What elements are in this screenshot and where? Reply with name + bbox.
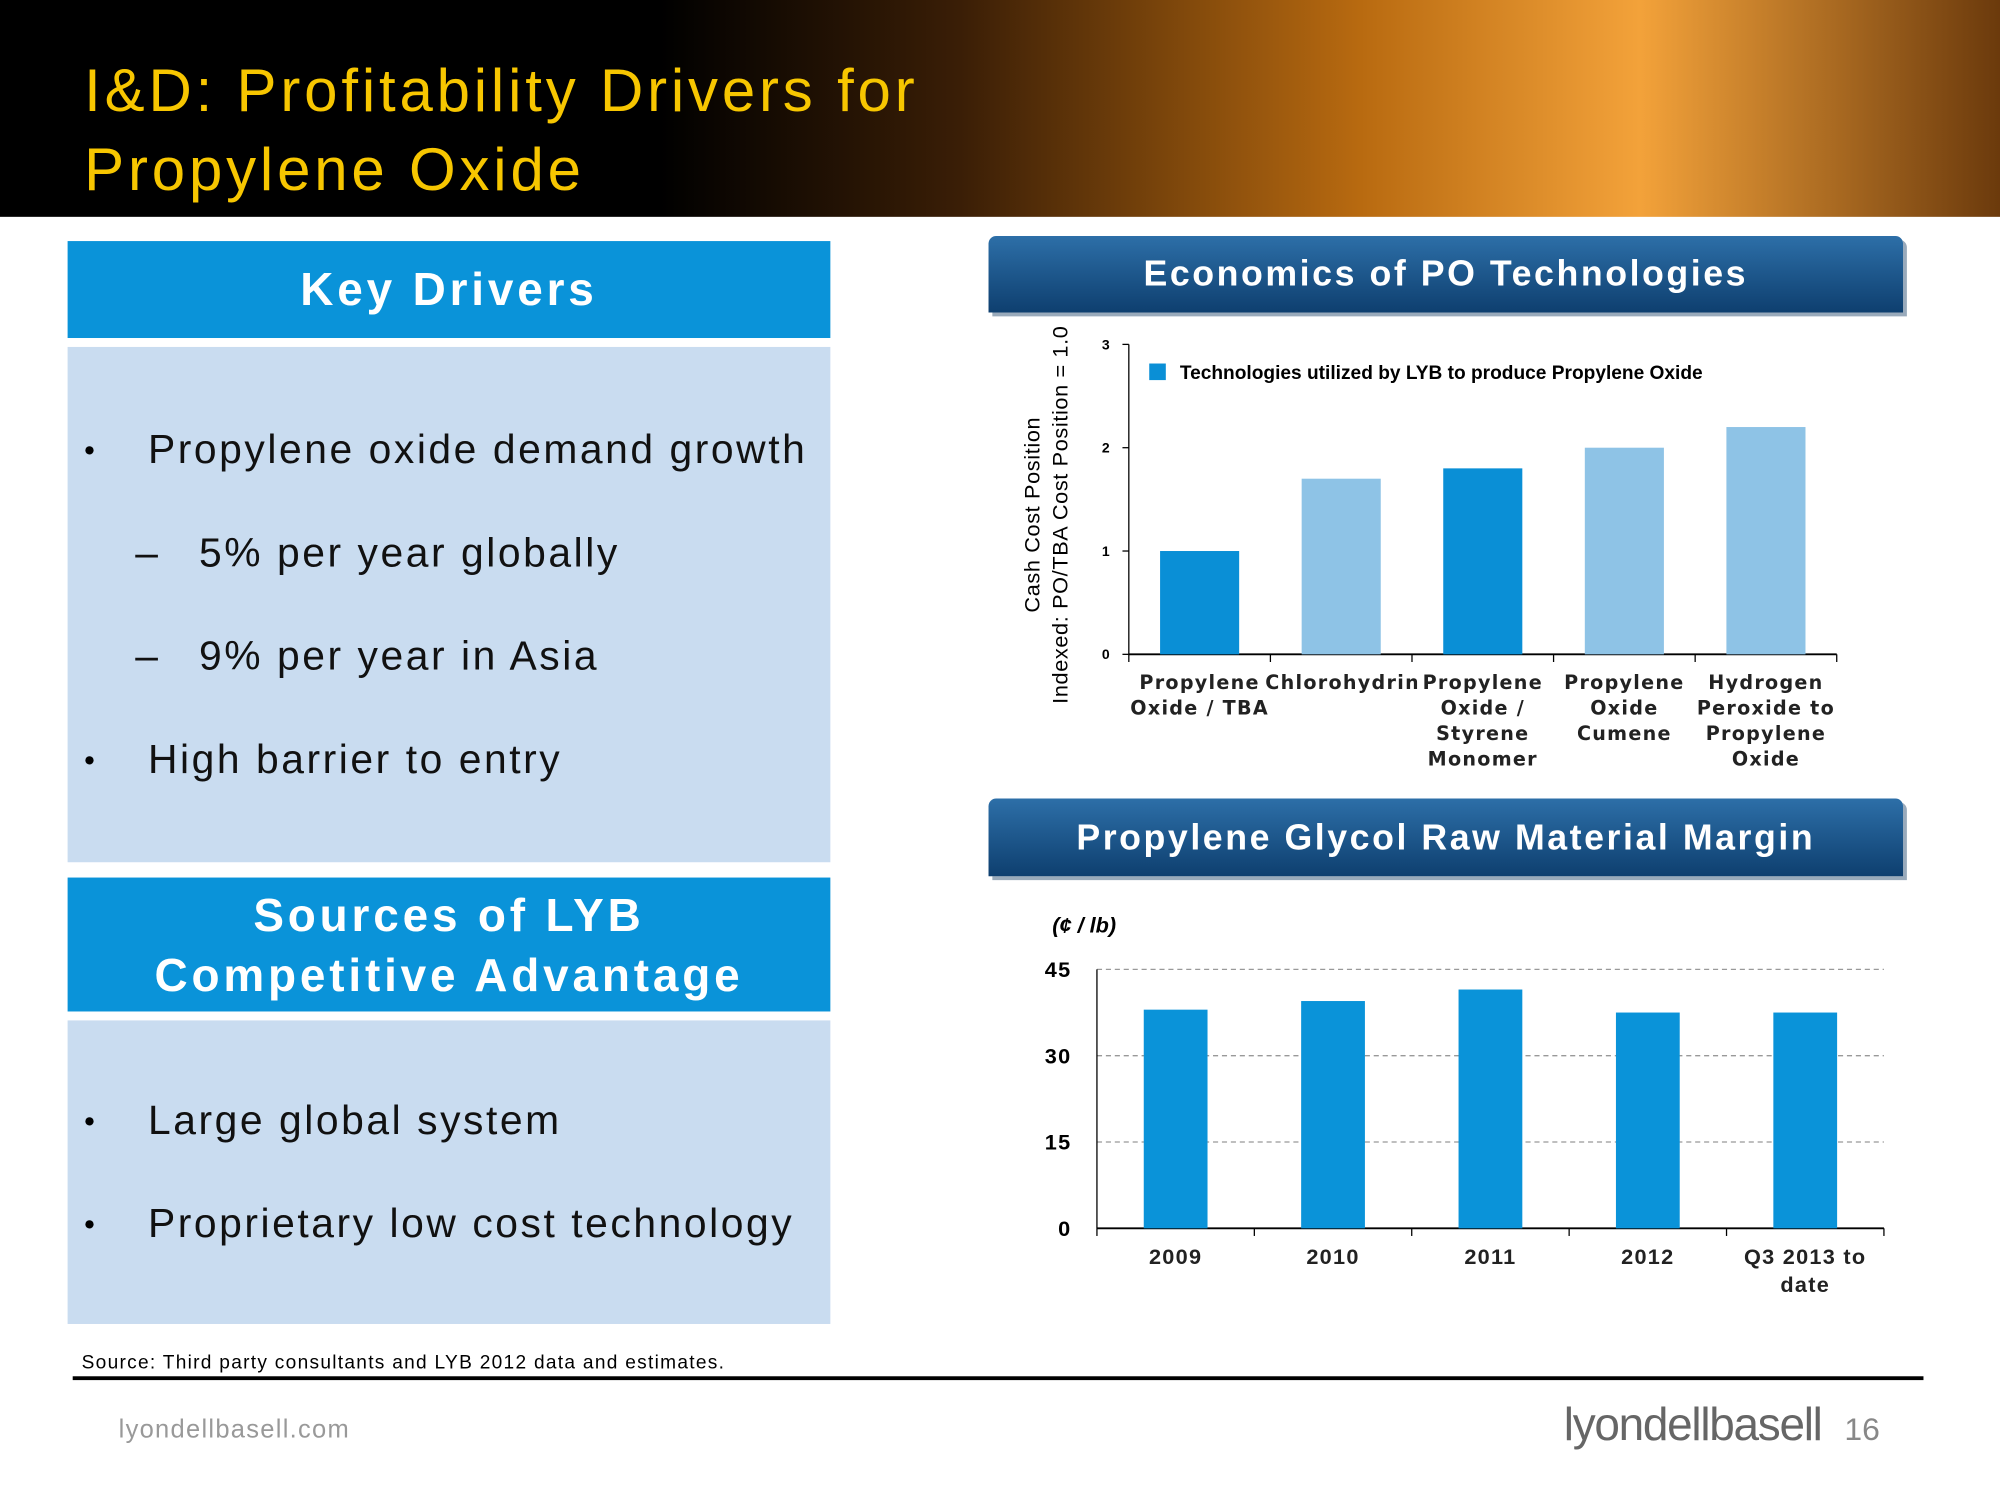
divider	[72, 1376, 1924, 1381]
x-tick-label-box: 2012	[1621, 1244, 1675, 1270]
dash: –	[135, 632, 161, 679]
x-tick-label: Hydrogen Peroxide to Propylene Oxide	[1696, 670, 1836, 771]
bar	[1615, 1012, 1680, 1229]
y-tick-label: 0	[1102, 646, 1111, 662]
panel-header-text: Sources of LYB Competitive Advantage	[154, 888, 744, 1001]
x-tick-label: Q3 2013 to date	[1743, 1244, 1867, 1298]
x-tick-label-box: Q3 2013 to date	[1743, 1244, 1867, 1298]
x-tick-label: 2011	[1464, 1244, 1517, 1270]
panel-body	[67, 1020, 831, 1324]
bullet-text: Large global system	[147, 1096, 562, 1143]
dash: –	[135, 529, 161, 576]
x-tick-label-box: Propylene Oxide / TBA	[1130, 670, 1269, 720]
y-tick-label: 2	[1102, 440, 1111, 456]
x-tick-label: Propylene Oxide / Styrene Monomer	[1422, 670, 1543, 771]
bar	[1143, 1009, 1208, 1229]
y-tick-label: 30	[1045, 1043, 1072, 1068]
bullet: •	[84, 743, 95, 779]
bar	[1584, 447, 1664, 655]
bar	[1301, 478, 1381, 655]
website: lyondellbasell.com	[118, 1415, 351, 1444]
x-tick-label-box: Chlorohydrin	[1265, 670, 1418, 694]
y-tick-label: 45	[1045, 957, 1072, 982]
panel-header: Key Drivers	[67, 241, 831, 339]
legend-label: Technologies utilized by LYB to produce …	[1180, 363, 1703, 384]
bullet: •	[84, 433, 95, 469]
bullet: •	[84, 1104, 95, 1140]
bullet-text: Propylene oxide demand growth	[147, 426, 808, 472]
x-tick-label: Propylene Oxide / TBA	[1130, 670, 1269, 720]
y-tick-label: 1	[1102, 543, 1111, 559]
bar	[1301, 1001, 1365, 1229]
y-tick-label: 3	[1102, 336, 1111, 352]
y-tick-label: 15	[1045, 1130, 1072, 1155]
y-axis-label: Cash Cost Position	[1020, 417, 1045, 613]
bar	[1773, 1012, 1838, 1229]
y-tick-label: 0	[1058, 1216, 1071, 1241]
x-tick-label: Propylene Oxide Cumene	[1564, 670, 1685, 745]
sub-bullet-text: 5% per year globally	[198, 529, 620, 576]
legend-swatch	[1149, 363, 1166, 381]
x-tick-label-box: Propylene Oxide / Styrene Monomer	[1422, 670, 1543, 771]
header-band	[0, 0, 2000, 217]
bullet: •	[84, 1207, 95, 1243]
bullet-text: Proprietary low cost technology	[147, 1200, 795, 1247]
source-note: Source: Third party consultants and LYB …	[81, 1352, 726, 1374]
chart-banner: Propylene Glycol Raw Material Margin	[988, 798, 1904, 877]
bar	[1443, 468, 1523, 655]
panel-header: Sources of LYB Competitive Advantage	[67, 877, 831, 1012]
x-tick-label: 2010	[1306, 1244, 1360, 1270]
sub-bullet-text: 9% per year in Asia	[198, 632, 600, 679]
x-tick-label-box: 2009	[1148, 1244, 1203, 1270]
bar	[1726, 427, 1806, 655]
bullet-text: High barrier to entry	[147, 735, 563, 782]
x-tick-label-box: 2011	[1464, 1244, 1517, 1270]
x-tick-label-box: Hydrogen Peroxide to Propylene Oxide	[1696, 670, 1836, 771]
x-tick-label: 2009	[1148, 1244, 1203, 1270]
page-number: 16	[1844, 1411, 1880, 1448]
x-tick-label: 2012	[1621, 1244, 1675, 1270]
logo: lyondellbasell	[1563, 1397, 1823, 1451]
panel-body	[67, 346, 831, 863]
bar	[1458, 989, 1523, 1229]
chart-banner: Economics of PO Technologies	[988, 235, 1904, 313]
x-tick-label-box: 2010	[1306, 1244, 1360, 1270]
x-tick-label: Chlorohydrin	[1265, 670, 1418, 694]
slide-title: I&D: Profitability Drivers for Propylene…	[84, 56, 919, 203]
bar	[1160, 551, 1240, 655]
x-tick-label-box: Propylene Oxide Cumene	[1564, 670, 1685, 745]
unit-label: (¢ / lb)	[1052, 912, 1116, 937]
y-axis-label: Indexed: PO/TBA Cost Position = 1.0	[1048, 326, 1073, 704]
